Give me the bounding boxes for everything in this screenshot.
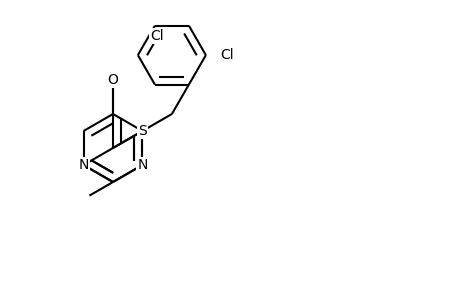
Text: S: S xyxy=(138,124,146,138)
Text: Cl: Cl xyxy=(219,48,233,62)
Text: Cl: Cl xyxy=(150,29,163,43)
Text: N: N xyxy=(137,158,147,172)
Text: O: O xyxy=(107,73,118,87)
Text: N: N xyxy=(78,158,89,172)
